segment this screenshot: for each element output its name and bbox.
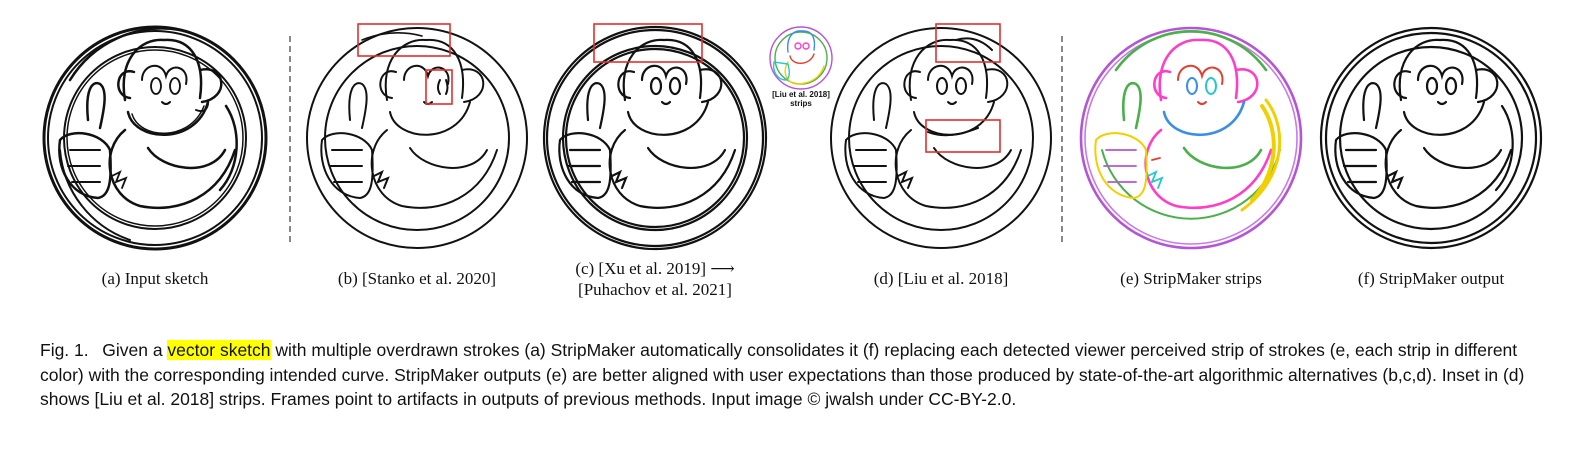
panel-a: (a) Input sketch xyxy=(30,0,280,310)
figure: (a) Input sketch xyxy=(30,0,1556,310)
monkey-drawing-stanko xyxy=(306,23,528,249)
artifact-frame xyxy=(357,23,451,57)
liu-strips-inset: [Liu et al. 2018] strips xyxy=(760,22,842,112)
panel-a-caption: (a) Input sketch xyxy=(101,269,209,288)
panel-divider-left xyxy=(289,36,291,242)
monkey-drawing-output xyxy=(1319,26,1543,250)
panel-b-caption: (b) [Stanko et al. 2020] xyxy=(337,269,497,288)
artifact-frame xyxy=(593,23,703,63)
panel-c: (c) [Xu et al. 2019] ⟶ [Puhachov et al. … xyxy=(530,0,780,310)
panel-f: (f) StripMaker output xyxy=(1306,0,1556,310)
caption-prefix: Fig. 1. Given a xyxy=(40,340,168,360)
artifact-frame xyxy=(935,23,1001,63)
caption-body: with multiple overdrawn strokes (a) Stri… xyxy=(40,340,1525,409)
inset-label-line2: strips xyxy=(790,99,812,108)
panel-c-caption-line2: [Puhachov et al. 2021] xyxy=(578,280,732,299)
inset-strips-drawing xyxy=(769,26,833,90)
panel-divider-right xyxy=(1061,36,1063,242)
caption-highlight: vector sketch xyxy=(167,340,271,360)
monkey-drawing-liu xyxy=(830,23,1052,249)
panel-e: (e) StripMaker strips xyxy=(1066,0,1316,310)
artifact-frame xyxy=(425,69,453,105)
inset-label-line1: [Liu et al. 2018] xyxy=(772,90,830,99)
artifact-frame xyxy=(925,119,1001,153)
panel-f-caption: (f) StripMaker output xyxy=(1357,269,1505,288)
panel-d-caption: (d) [Liu et al. 2018] xyxy=(873,269,1009,288)
panel-d: (d) [Liu et al. 2018] xyxy=(816,0,1066,310)
monkey-drawing-xu-puhachov xyxy=(542,23,768,251)
inset-label: [Liu et al. 2018] strips xyxy=(760,90,842,108)
monkey-drawing-input xyxy=(42,25,268,251)
panel-c-caption-line1: (c) [Xu et al. 2019] ⟶ xyxy=(575,259,735,278)
figure-caption: Fig. 1. Given a vector sketch with multi… xyxy=(40,338,1550,412)
monkey-drawing-strips xyxy=(1079,26,1303,250)
panel-b: (b) [Stanko et al. 2020] xyxy=(292,0,542,310)
panel-c-caption: (c) [Xu et al. 2019] ⟶ [Puhachov et al. … xyxy=(530,258,780,300)
panel-e-caption: (e) StripMaker strips xyxy=(1120,269,1262,288)
